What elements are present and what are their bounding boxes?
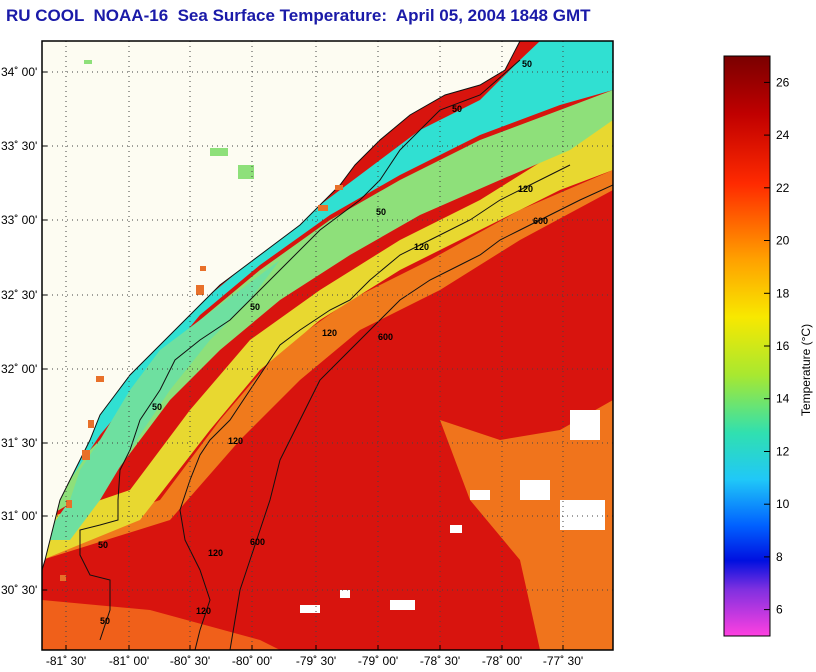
contour-label: 120 [414, 242, 429, 252]
colorbar-tick-label: 16 [776, 339, 790, 353]
contour-label: 50 [452, 104, 462, 114]
colorbar-gradient [723, 55, 771, 637]
contour-label: 600 [378, 332, 393, 342]
lon-label: -80˚ 30' [170, 654, 210, 668]
contour-label: 120 [322, 328, 337, 338]
isobath-120 [179, 164, 571, 650]
nearshore-water [60, 41, 613, 480]
tick-marks [42, 71, 564, 650]
colorbar-tick-label: 20 [776, 234, 790, 248]
isobath-600 [229, 184, 613, 650]
colorbar-tick-label: 14 [776, 392, 790, 406]
contour-label: 120 [228, 436, 243, 446]
colorbar-tick-label: 22 [776, 181, 790, 195]
lon-label: -80˚ 00' [232, 654, 272, 668]
lat-label: 30˚ 30' [1, 583, 37, 597]
lon-label: -79˚ 00' [358, 654, 398, 668]
colorbar-tick-label: 24 [776, 128, 790, 142]
cloud-gaps [300, 410, 605, 613]
colorbar-tick-label: 8 [776, 550, 783, 564]
warm-water-south [42, 600, 280, 650]
lon-label: -81˚ 00' [109, 654, 149, 668]
inland-lakes [84, 60, 254, 179]
contour-label: 50 [522, 59, 532, 69]
lat-label: 31˚ 00' [1, 509, 37, 523]
graticule [42, 41, 613, 650]
colorbar-tick-label: 26 [776, 75, 790, 89]
warm-water-east [440, 400, 613, 650]
lon-label: -79˚ 30' [296, 654, 336, 668]
mid-water [42, 120, 613, 560]
lat-label: 32˚ 00' [1, 362, 37, 376]
colorbar-tick-labels: 26 24 22 20 18 16 14 12 10 8 6 [776, 75, 790, 616]
colorbar-title: Temperature (°C) [799, 324, 813, 416]
longitude-labels: -81˚ 30' -81˚ 00' -80˚ 30' -80˚ 00' -79˚… [46, 654, 583, 668]
sst-field [42, 41, 613, 650]
contour-label: 50 [152, 402, 162, 412]
contour-label: 600 [533, 216, 548, 226]
latitude-labels: 34˚ 00' 33˚ 30' 33˚ 00' 32˚ 30' 32˚ 00' … [1, 65, 37, 597]
land [42, 41, 521, 571]
lon-label: -77˚ 30' [543, 654, 583, 668]
contour-label: 600 [250, 537, 265, 547]
coastal-marsh [60, 185, 343, 581]
colorbar-ticks [764, 81, 770, 611]
contour-label: 50 [100, 616, 110, 626]
contour-label: 50 [250, 302, 260, 312]
colorbar-tick-label: 10 [776, 497, 790, 511]
sst-map: 34˚ 00' 33˚ 30' 33˚ 00' 32˚ 30' 32˚ 00' … [1, 40, 614, 668]
lat-label: 33˚ 30' [1, 139, 37, 153]
contour-label: 120 [208, 548, 223, 558]
contour-label: 120 [518, 184, 533, 194]
isobaths [79, 59, 613, 650]
contour-label: 50 [376, 207, 386, 217]
inner-shelf-water [42, 260, 280, 540]
lon-label: -81˚ 30' [46, 654, 86, 668]
map-title: RU COOL NOAA-16 Sea Surface Temperature:… [6, 6, 591, 25]
contour-label: 120 [196, 606, 211, 616]
map-frame [41, 40, 614, 651]
lon-label: -78˚ 00' [482, 654, 522, 668]
lat-label: 33˚ 00' [1, 213, 37, 227]
colorbar-tick-label: 6 [776, 603, 783, 617]
lon-label: -78˚ 30' [420, 654, 460, 668]
warm-water [42, 170, 613, 650]
lat-label: 32˚ 30' [1, 288, 37, 302]
lat-label: 34˚ 00' [1, 65, 37, 79]
lat-label: 31˚ 30' [1, 436, 37, 450]
contour-labels: 50 50 50 50 50 50 50 120 120 120 120 120… [98, 59, 548, 626]
colorbar-tick-label: 12 [776, 445, 790, 459]
contour-label: 50 [98, 540, 108, 550]
isobath-50 [79, 59, 521, 641]
colorbar-tick-label: 18 [776, 286, 790, 300]
temperature-colorbar: 26 24 22 20 18 16 14 12 10 8 6 Temperatu… [723, 55, 813, 637]
